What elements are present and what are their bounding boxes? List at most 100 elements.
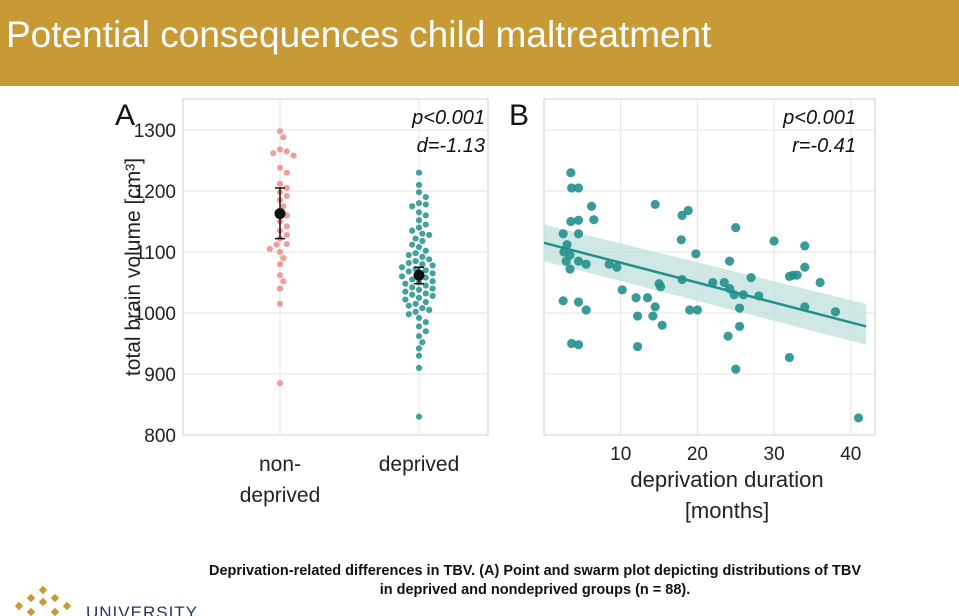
panel-b-stat-p: p<0.001 <box>782 107 856 129</box>
data-point <box>792 270 802 280</box>
panel-b-x-ticks: 10 20 30 40 <box>610 444 861 465</box>
data-point <box>415 169 423 176</box>
data-point <box>723 331 733 341</box>
data-point <box>270 150 277 157</box>
data-point <box>283 231 290 239</box>
data-point <box>422 267 429 274</box>
data-point <box>565 264 575 274</box>
data-point <box>276 285 284 292</box>
data-point <box>276 180 284 187</box>
data-point <box>409 284 416 291</box>
data-point <box>617 285 627 295</box>
slide-title: Potential consequences child maltreatmen… <box>6 14 712 55</box>
data-point <box>657 320 667 330</box>
data-point <box>419 230 426 237</box>
mean-point <box>413 269 425 281</box>
data-point <box>654 279 664 289</box>
category-label-deprived: deprived <box>379 453 460 476</box>
data-point <box>419 261 426 268</box>
data-point <box>426 306 433 314</box>
data-point <box>567 183 577 193</box>
data-point <box>692 305 703 315</box>
data-point <box>276 261 284 268</box>
panel-a-points <box>266 128 436 420</box>
data-point <box>412 258 419 265</box>
data-point <box>422 319 429 326</box>
y-tick-label: 1300 <box>134 121 176 142</box>
data-point <box>276 248 284 256</box>
data-point <box>612 262 622 272</box>
data-point <box>280 134 287 141</box>
data-point <box>415 200 423 207</box>
data-point <box>632 311 643 321</box>
data-point <box>815 277 825 288</box>
data-point <box>283 169 290 176</box>
data-point <box>276 164 284 171</box>
data-point <box>853 413 864 423</box>
data-point <box>746 273 756 283</box>
data-point <box>415 413 423 420</box>
data-point <box>283 192 290 199</box>
data-point <box>409 291 416 298</box>
data-point <box>676 235 686 245</box>
data-point <box>402 288 409 295</box>
data-point <box>830 307 841 317</box>
data-point <box>398 273 406 280</box>
data-point <box>422 328 429 335</box>
data-point <box>415 209 423 216</box>
data-point <box>422 221 429 228</box>
data-point <box>683 205 693 216</box>
data-point <box>558 229 568 239</box>
data-point <box>573 340 584 350</box>
category-label-nondeprived-line2: deprived <box>240 484 321 507</box>
data-point <box>573 183 584 193</box>
data-point <box>415 364 423 371</box>
data-point <box>415 224 423 231</box>
figure-caption: Deprivation-related differences in TBV. … <box>100 562 959 600</box>
panel-a-frame <box>182 98 489 436</box>
panel-a-stat-d: d=-1.13 <box>417 135 485 157</box>
x-tick-label: 30 <box>764 444 785 465</box>
data-point <box>402 296 409 303</box>
data-point <box>581 305 591 315</box>
data-point <box>800 241 810 251</box>
x-tick-label: 40 <box>840 444 861 465</box>
university-logo: UNIVERSITY <box>0 585 200 616</box>
data-point <box>415 345 423 352</box>
data-point <box>734 303 745 313</box>
data-point <box>769 236 779 246</box>
data-point <box>422 282 429 289</box>
data-point <box>731 364 741 374</box>
data-point <box>415 294 423 301</box>
data-point <box>589 215 599 225</box>
data-point <box>800 262 810 272</box>
x-tick-label: 20 <box>687 444 708 465</box>
y-tick-label: 1000 <box>134 304 176 325</box>
data-point <box>650 199 660 210</box>
data-point <box>565 250 575 260</box>
data-point <box>280 203 287 210</box>
data-point <box>422 290 429 297</box>
data-point <box>283 184 290 192</box>
data-point <box>558 296 568 306</box>
data-point <box>415 314 423 321</box>
category-label-nondeprived-line1: non- <box>259 453 301 476</box>
data-point <box>642 293 653 303</box>
logo-text: UNIVERSITY <box>86 603 199 616</box>
x-tick-label: 10 <box>610 444 631 465</box>
data-point <box>429 292 436 300</box>
data-point <box>405 311 412 318</box>
data-point <box>415 352 423 359</box>
data-point <box>581 259 591 269</box>
panel-b-stat-r: r=-0.41 <box>792 135 856 157</box>
data-point <box>273 241 280 248</box>
data-point <box>283 148 290 155</box>
data-point <box>691 249 701 259</box>
data-point <box>412 308 419 315</box>
data-point <box>566 168 576 178</box>
data-point <box>415 189 423 196</box>
data-point <box>573 215 584 225</box>
data-point <box>426 256 433 263</box>
data-point <box>784 352 795 363</box>
